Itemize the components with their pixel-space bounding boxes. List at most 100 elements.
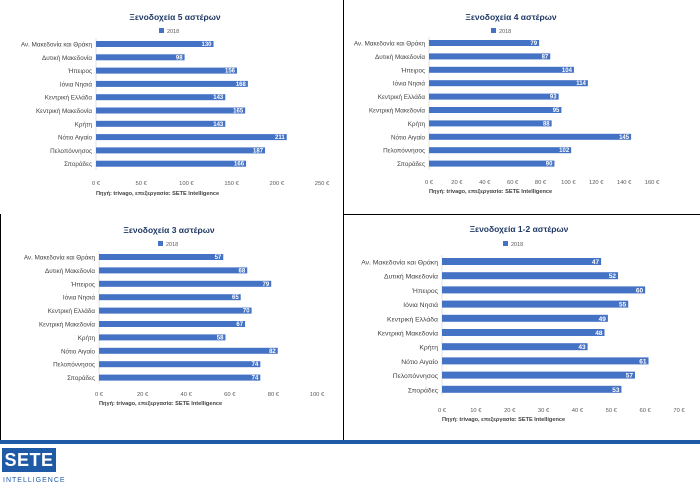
chart-2-tick-label: 140 €: [617, 180, 632, 186]
chart-3-category-label: Αν. Μακεδονία και Θράκη: [24, 254, 96, 262]
chart-3-tick-label: 40 €: [181, 392, 193, 398]
chart-1-tick-label: 0 €: [92, 181, 101, 187]
chart-1-bar: [96, 134, 287, 141]
chart-4-title: Ξενοδοχεία 1-2 αστέρων: [470, 224, 569, 234]
chart-4-bar: [442, 272, 619, 280]
chart-4-category-label: Ήπειρος: [411, 288, 439, 295]
chart-2-tick-label: 40 €: [479, 180, 491, 186]
chart-2-value-label: 145: [619, 135, 630, 141]
chart-2-legend-label: 2018: [499, 29, 511, 35]
sete-logo-subtitle: INTELLIGENCE: [3, 477, 66, 484]
chart-4-tick-label: 70 €: [673, 408, 685, 414]
chart-1-bar: [96, 120, 226, 127]
chart-3-value-label: 67: [236, 322, 243, 328]
chart-4-value-label: 61: [639, 358, 647, 365]
chart-1-value-label: 143: [213, 95, 224, 101]
chart-2-category-label: Κεντρική Μακεδονία: [369, 107, 425, 115]
chart-3-bar: [99, 267, 248, 274]
chart-4-category-label: Κεντρική Ελλάδα: [387, 315, 438, 323]
chart-3-value-label: 82: [269, 349, 276, 355]
chart-2-category-label: Ιόνια Νησιά: [393, 80, 426, 88]
chart-3-value-label: 79: [263, 282, 270, 288]
chart-2-category-label: Ήπειρος: [400, 67, 425, 74]
chart-4-source-note: Πηγή: trivago, επεξεργασία: SETE Intelli…: [442, 417, 565, 423]
chart-2-value-label: 79: [530, 41, 537, 47]
chart-4-category-label: Κρήτη: [419, 345, 438, 352]
chart-2-tick-label: 120 €: [589, 180, 604, 186]
chart-3-tick-label: 0 €: [95, 392, 104, 398]
chart-3-title: Ξενοδοχεία 3 αστέρων: [123, 225, 215, 235]
chart-3-category-label: Δυτική Μακεδονία: [45, 267, 95, 275]
chart-2-category-label: Αν. Μακεδονία και Θράκη: [354, 40, 426, 48]
chart-3-bar: [99, 254, 224, 260]
chart-1-category-label: Νότιο Αιγαίο: [58, 134, 93, 142]
chart-1-value-label: 98: [176, 55, 183, 61]
chart-1-value-label: 156: [225, 69, 236, 75]
chart-2-category-label: Κεντρική Ελλάδα: [378, 93, 426, 101]
chart-2-tick-label: 100 €: [561, 180, 576, 186]
sete-logo: SETE: [2, 448, 56, 472]
chart-3-tick-label: 80 €: [268, 392, 280, 398]
chart-2-bar: [429, 133, 632, 140]
chart-1-source-note: Πηγή: trivago, επεξεργασία: SETE Intelli…: [96, 191, 219, 197]
chart-3-category-label: Κεντρική Μακεδονία: [39, 321, 95, 329]
chart-3-bar: [99, 321, 246, 327]
chart-2-value-label: 87: [542, 54, 549, 60]
chart-4-bar: [442, 329, 605, 336]
chart-3-category-label: Πελοπόννησος: [53, 361, 95, 369]
chart-4-tick-label: 40 €: [572, 408, 584, 414]
chart-2-bar: [429, 66, 574, 73]
chart-4-value-label: 43: [578, 344, 586, 351]
chart-4-value-label: 55: [619, 302, 627, 309]
chart-4-tick-label: 30 €: [538, 408, 550, 414]
chart-4-legend-swatch: [503, 241, 508, 246]
chart-3-legend-label: 2018: [166, 242, 178, 248]
chart-2-bar: [429, 80, 588, 87]
chart-3-bar: [99, 307, 252, 314]
chart-1-title: Ξενοδοχεία 5 αστέρων: [129, 12, 221, 22]
chart-4-category-label: Πελοπόννησος: [393, 372, 439, 380]
chart-1-value-label: 211: [275, 135, 285, 141]
chart-2-value-label: 114: [576, 81, 586, 87]
chart-2-category-label: Σποράδες: [397, 160, 425, 168]
brand-bar: [0, 440, 700, 444]
chart-4-value-label: 49: [599, 316, 607, 323]
chart-2-legend-swatch: [491, 28, 496, 33]
chart-2-value-label: 88: [543, 121, 550, 127]
chart-2-bar: [429, 160, 555, 167]
chart-2-category-label: Νότιο Αιγαίο: [391, 133, 426, 141]
chart-2-bar: [429, 40, 540, 46]
chart-1-tick-label: 200 €: [270, 181, 285, 187]
chart-4-bar: [442, 343, 588, 351]
chart-4-bar: [442, 300, 629, 308]
chart-2-tick-label: 60 €: [507, 180, 519, 186]
chart-4-value-label: 52: [609, 273, 617, 280]
chart-3-bar: [99, 334, 226, 341]
chart-1-category-label: Ιόνια Νησιά: [60, 80, 93, 88]
chart-3-category-label: Ιόνια Νησιά: [63, 294, 96, 302]
chart-3-legend-swatch: [158, 241, 163, 246]
divider-vertical-top: [343, 0, 344, 214]
chart-4-category-label: Αν. Μακεδονία και Θράκη: [361, 259, 438, 267]
chart-4-value-label: 47: [592, 259, 600, 266]
chart-3-bar: [99, 347, 278, 354]
chart-3-tick-label: 20 €: [137, 392, 149, 398]
chart-2-category-label: Δυτική Μακεδονία: [375, 53, 425, 61]
chart-3-category-label: Κρήτη: [78, 335, 96, 342]
chart-1-value-label: 143: [213, 122, 224, 128]
chart-3-category-label: Νότιο Αιγαίο: [61, 347, 96, 355]
chart-1-bar: [96, 160, 247, 167]
chart-3-category-label: Ήπειρος: [70, 281, 95, 288]
chart-4-value-label: 48: [595, 330, 603, 337]
chart-4-bar: [442, 258, 602, 265]
chart-2-value-label: 95: [553, 108, 560, 114]
chart-2-value-label: 104: [562, 68, 573, 74]
chart-3-bar: [99, 294, 241, 301]
chart-2-bar: [429, 120, 552, 127]
chart-3-bar: [99, 280, 272, 287]
chart-1-category-label: Δυτική Μακεδονία: [42, 54, 92, 62]
chart-1-tick-label: 100 €: [179, 181, 194, 187]
chart-1-category-label: Ήπειρος: [67, 68, 92, 75]
chart-1-category-label: Κρήτη: [75, 121, 93, 128]
